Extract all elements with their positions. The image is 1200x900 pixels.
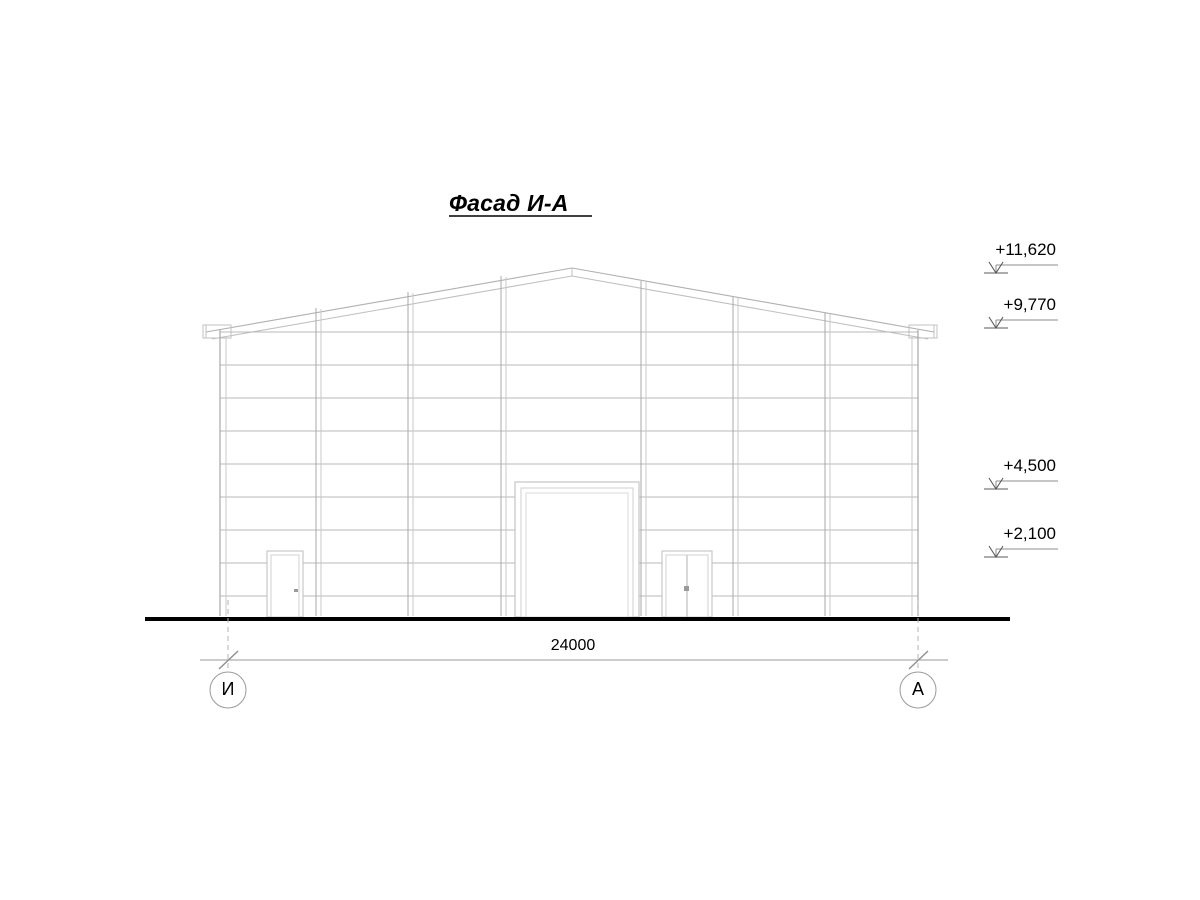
axis-extension-lines [227,600,919,668]
facade-vertical-mullions [219,276,919,616]
axis-bubble-a-label: A [911,679,924,699]
level-label-2100: +2,100 [1003,524,1056,543]
overhead-gate[interactable] [514,481,640,618]
level-markers [984,261,1058,559]
roof-assembly [205,267,935,340]
axis-bubble-i-circle[interactable] [209,671,247,709]
roof-inner-line [211,275,929,340]
right-double-door[interactable] [661,550,713,618]
level-marker-4500 [984,477,1058,491]
left-door-handle-icon[interactable] [294,589,298,592]
level-marker-9770 [984,316,1058,330]
left-personnel-door[interactable] [266,550,304,618]
level-marker-2100 [984,545,1058,559]
dimension-tick-left [218,650,239,670]
level-label-9770: +9,770 [1003,295,1056,314]
dimension-label: 24000 [550,637,596,654]
axis-bubble-i-label: И [221,679,235,699]
page-title: Фасад И-А [449,190,569,216]
overall-dimension [200,650,948,670]
level-label-4500: +4,500 [1003,456,1056,475]
level-label-11620: +11,620 [995,240,1056,259]
level-marker-11620 [984,261,1058,275]
left-door-leaf [270,554,300,618]
dimension-tick-right [908,650,929,670]
right-door-handle-icon[interactable] [684,586,689,591]
axis-bubble-a-circle[interactable] [899,671,937,709]
axis-bubbles[interactable] [209,671,937,709]
gate-leaf [525,492,629,618]
